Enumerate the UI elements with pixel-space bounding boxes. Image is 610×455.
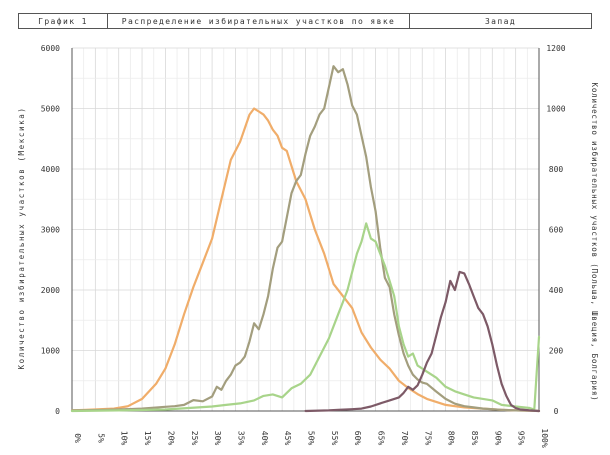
x-tick-label: 95%	[517, 431, 526, 446]
x-axis-ticks: 0% 5% 10% 15% 20% 25% 30% 35% 40% 45% 50% 55% 60% 65%…	[73, 428, 549, 447]
x-tick-label: 75%	[423, 431, 432, 446]
x-tick-label: 30%	[213, 431, 222, 446]
x-tick-label: 5%	[96, 433, 105, 443]
right-tick-label: 1200	[546, 44, 565, 53]
x-tick-label: 55%	[330, 431, 339, 446]
x-tick-label: 90%	[493, 431, 502, 446]
right-tick-label: 0	[554, 407, 559, 416]
x-tick-label: 80%	[447, 431, 456, 446]
series-line-4	[304, 270, 541, 413]
left-axis-label: Количество избирательных участков (Мекси…	[17, 107, 26, 370]
x-tick-label: 35%	[236, 431, 245, 446]
x-tick-label: 20%	[166, 431, 175, 446]
left-tick-label: 5000	[41, 105, 60, 114]
right-tick-label: 1000	[546, 105, 565, 114]
left-tick-label: 6000	[41, 44, 60, 53]
x-tick-label: 0%	[73, 433, 82, 443]
right-tick-label: 800	[549, 165, 564, 174]
left-tick-label: 4000	[41, 165, 60, 174]
left-tick-label: 3000	[41, 226, 60, 235]
figure-label: График 1	[19, 14, 108, 28]
series-line-2	[70, 65, 541, 413]
x-tick-label: 65%	[377, 431, 386, 446]
x-tick-label: 50%	[307, 431, 316, 446]
right-tick-label: 600	[549, 226, 564, 235]
left-tick-label: 1000	[41, 347, 60, 356]
x-tick-label: 60%	[353, 431, 362, 446]
x-tick-label: 40%	[260, 431, 269, 446]
left-tick-label: 2000	[41, 286, 60, 295]
left-axis-ticks: 0 1000 2000 3000 4000 5000 6000	[41, 44, 60, 416]
x-tick-label: 100%	[540, 428, 549, 447]
x-tick-label: 10%	[120, 431, 129, 446]
right-tick-label: 400	[549, 286, 564, 295]
right-tick-label: 200	[549, 347, 564, 356]
x-tick-label: 70%	[400, 431, 409, 446]
right-axis-ticks: 0 200 400 600 800 1000 1200	[546, 44, 565, 416]
chart-header: График 1 Распределение избирательных уча…	[18, 13, 592, 29]
x-tick-label: 45%	[283, 431, 292, 446]
gridlines	[71, 47, 540, 412]
right-axis-label: Количество избирательных участков (Польш…	[590, 83, 599, 402]
series-line-3	[70, 222, 541, 413]
left-tick-label: 0	[55, 407, 60, 416]
x-tick-label: 15%	[143, 431, 152, 446]
chart-title: Распределение избирательных участков по …	[108, 14, 410, 28]
region-label: Запад	[484, 16, 517, 26]
data-series	[70, 65, 541, 413]
x-tick-label: 25%	[190, 431, 199, 446]
x-tick-label: 85%	[470, 431, 479, 446]
